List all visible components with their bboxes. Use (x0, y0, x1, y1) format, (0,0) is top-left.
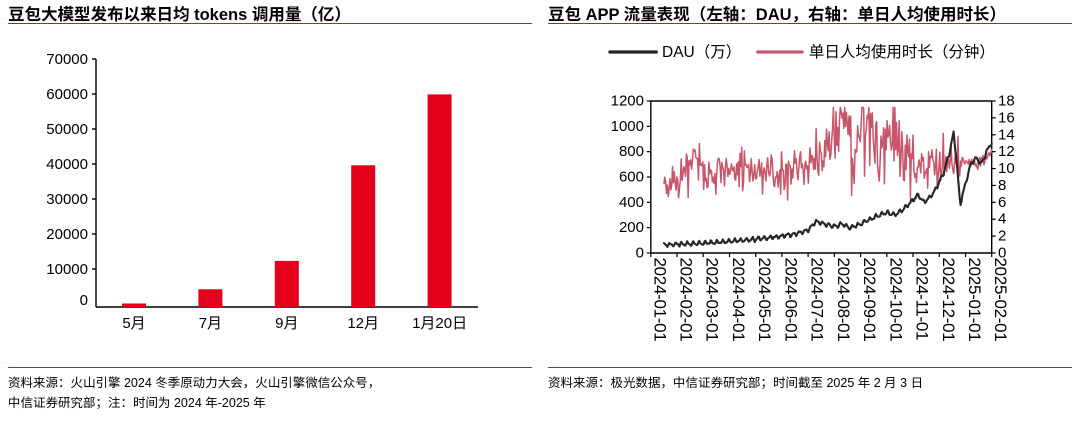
svg-text:2025-01-01: 2025-01-01 (965, 258, 984, 342)
svg-text:20000: 20000 (46, 226, 88, 243)
svg-text:8: 8 (998, 177, 1006, 194)
svg-text:5月: 5月 (122, 315, 145, 332)
svg-text:12月: 12月 (347, 315, 379, 332)
svg-text:2024-02-01: 2024-02-01 (677, 258, 696, 342)
svg-text:2: 2 (998, 228, 1006, 245)
svg-text:10000: 10000 (46, 261, 88, 278)
svg-text:14: 14 (998, 126, 1015, 143)
svg-text:600: 600 (619, 169, 644, 186)
svg-text:7月: 7月 (199, 315, 222, 332)
svg-text:2024-11-01: 2024-11-01 (913, 258, 932, 341)
svg-text:4: 4 (998, 211, 1006, 228)
svg-text:12: 12 (998, 143, 1015, 160)
svg-text:2025-02-01: 2025-02-01 (991, 258, 1010, 342)
svg-text:16: 16 (998, 109, 1015, 126)
svg-text:400: 400 (619, 194, 644, 211)
svg-text:2024-08-01: 2024-08-01 (834, 258, 853, 342)
svg-text:1000: 1000 (611, 118, 644, 135)
svg-text:2024-04-01: 2024-04-01 (729, 258, 748, 342)
svg-text:10: 10 (998, 160, 1015, 177)
svg-text:50000: 50000 (46, 121, 88, 138)
svg-text:18: 18 (998, 93, 1015, 110)
svg-text:30000: 30000 (46, 191, 88, 208)
svg-text:2024-06-01: 2024-06-01 (781, 258, 800, 342)
svg-text:0: 0 (636, 245, 644, 262)
svg-text:2024-10-01: 2024-10-01 (886, 258, 905, 342)
svg-text:9月: 9月 (275, 315, 298, 332)
svg-text:800: 800 (619, 143, 644, 160)
svg-text:70000: 70000 (46, 51, 88, 68)
svg-text:1月20日: 1月20日 (412, 315, 467, 332)
svg-text:2024-01-01: 2024-01-01 (650, 258, 669, 342)
svg-text:0: 0 (80, 292, 88, 309)
svg-text:2024-05-01: 2024-05-01 (755, 258, 774, 342)
svg-text:2024-09-01: 2024-09-01 (860, 258, 879, 342)
svg-text:1200: 1200 (611, 93, 644, 110)
svg-text:2024-07-01: 2024-07-01 (808, 258, 827, 342)
svg-text:6: 6 (998, 194, 1006, 211)
svg-text:60000: 60000 (46, 86, 88, 103)
svg-text:2024-03-01: 2024-03-01 (703, 258, 722, 342)
svg-text:40000: 40000 (46, 156, 88, 173)
svg-text:200: 200 (619, 219, 644, 236)
svg-text:2024-12-01: 2024-12-01 (939, 258, 958, 342)
